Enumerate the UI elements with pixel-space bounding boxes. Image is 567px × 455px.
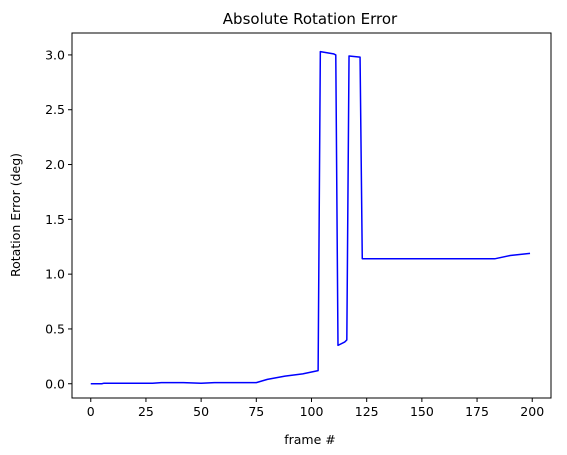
x-tick-label: 75	[248, 404, 264, 419]
series-line	[90, 50, 531, 385]
x-tick-label: 200	[520, 404, 544, 419]
y-tick-label: 2.5	[45, 102, 65, 117]
x-tick-label: 100	[300, 404, 324, 419]
series-layer	[90, 50, 531, 385]
y-axis-ticks: 0.0 0.5 1.0 1.5 2.0 2.5 3.0	[45, 47, 72, 391]
x-tick-label: 150	[410, 404, 434, 419]
x-tick-label: 125	[355, 404, 379, 419]
x-tick-label: 25	[138, 404, 154, 419]
x-tick-label: 0	[87, 404, 95, 419]
y-tick-label: 1.0	[45, 267, 65, 282]
y-axis-label: Rotation Error (deg)	[8, 153, 23, 277]
chart-title: Absolute Rotation Error	[223, 10, 398, 28]
x-axis-label: frame #	[284, 432, 336, 447]
x-tick-label: 50	[193, 404, 209, 419]
plot-area	[71, 32, 552, 399]
y-tick-label: 0.5	[45, 321, 65, 336]
y-tick-label: 0.0	[45, 376, 65, 391]
y-tick-label: 2.0	[45, 157, 65, 172]
x-tick-label: 175	[465, 404, 489, 419]
y-tick-label: 3.0	[45, 47, 65, 62]
x-axis-ticks: 0 25 50 75 100 125 150 175 200	[87, 398, 544, 419]
y-tick-label: 1.5	[45, 212, 65, 227]
